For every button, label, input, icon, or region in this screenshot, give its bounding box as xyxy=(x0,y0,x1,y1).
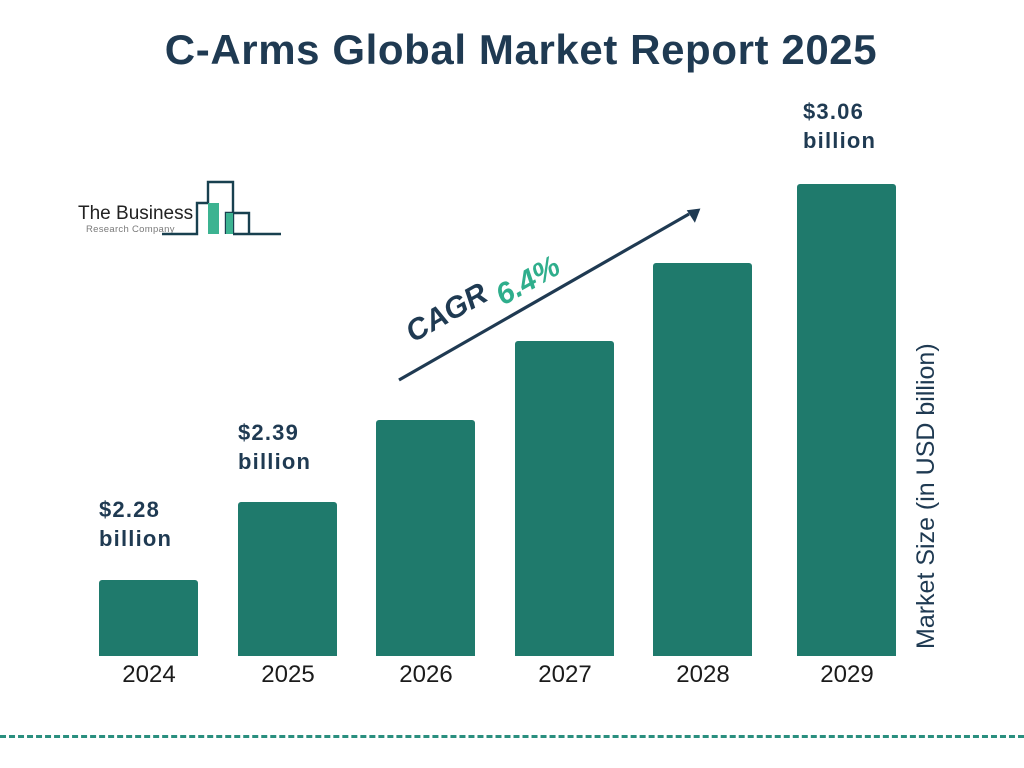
svg-text:Research Company: Research Company xyxy=(86,224,175,235)
svg-text:CAGR: CAGR xyxy=(400,277,493,349)
svg-text:6.4%: 6.4% xyxy=(490,250,566,312)
svg-text:The Business: The Business xyxy=(78,203,193,224)
